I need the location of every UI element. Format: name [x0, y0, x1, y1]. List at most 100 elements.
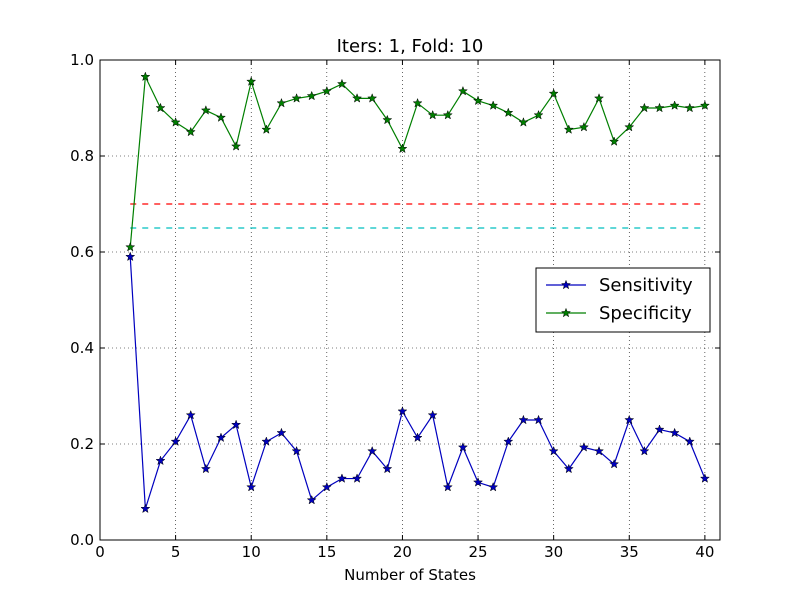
data-point	[639, 102, 650, 113]
data-point	[321, 85, 332, 96]
data-point	[231, 141, 242, 151]
data-point	[276, 427, 287, 438]
data-point	[684, 102, 695, 113]
y-tick-label: 0.8	[70, 147, 94, 165]
y-tick-label: 1.0	[70, 51, 94, 69]
data-point	[563, 463, 574, 474]
data-point	[639, 445, 650, 456]
data-point	[185, 409, 196, 420]
data-point	[457, 442, 468, 452]
x-tick-label: 35	[620, 543, 639, 561]
data-point	[261, 436, 272, 446]
data-point	[291, 445, 302, 456]
data-point	[170, 117, 181, 127]
data-point	[548, 445, 559, 456]
series-sensitivity	[125, 251, 710, 514]
legend-box	[535, 267, 711, 333]
x-tick-label: 20	[393, 543, 412, 561]
data-point	[321, 481, 332, 492]
data-point	[427, 409, 438, 420]
data-point	[669, 100, 680, 110]
data-point	[503, 436, 514, 446]
data-point	[276, 97, 287, 108]
data-point	[427, 109, 438, 120]
series-specificity	[125, 71, 710, 252]
data-point	[125, 251, 136, 262]
data-point	[624, 414, 635, 425]
data-point	[488, 100, 499, 110]
data-point	[155, 455, 166, 466]
data-point	[291, 93, 302, 103]
data-point	[593, 445, 605, 456]
data-point	[246, 76, 257, 86]
x-tick-label: 0	[95, 543, 105, 561]
data-point	[699, 100, 710, 110]
legend-marker	[560, 279, 572, 290]
data-point	[457, 85, 468, 96]
data-point	[382, 463, 393, 474]
axis-ticks: 0 5 10 15 20 25 30 35 40 0.0 0.2 0.4 0.6 0.8 1.0	[70, 51, 720, 561]
data-point	[306, 494, 317, 505]
data-point	[699, 473, 710, 483]
data-point	[609, 458, 620, 469]
data-point	[548, 88, 559, 98]
data-point	[518, 117, 529, 127]
data-point	[246, 481, 257, 492]
legend: Sensitivity Specificity	[535, 267, 711, 333]
legend-item-sensitivity: Sensitivity	[546, 275, 693, 296]
grid-lines	[100, 60, 720, 540]
data-point	[336, 78, 348, 89]
chart-title: Iters: 1, Fold: 10	[337, 36, 484, 57]
x-tick-label: 15	[317, 543, 336, 561]
plot-frame	[99, 59, 721, 541]
data-point	[472, 477, 484, 487]
data-point	[442, 481, 453, 492]
data-point	[654, 102, 665, 113]
data-point	[155, 102, 166, 113]
legend-label: Sensitivity	[599, 275, 693, 296]
legend-label: Specificity	[599, 303, 692, 324]
x-tick-label: 40	[695, 543, 714, 561]
data-point	[140, 503, 151, 514]
data-point	[654, 424, 665, 434]
data-point	[578, 442, 589, 452]
x-tick-label: 5	[171, 543, 181, 561]
data-point	[367, 93, 378, 103]
data-point	[185, 126, 196, 137]
data-point	[367, 445, 378, 456]
data-point	[352, 473, 363, 483]
data-point	[140, 71, 151, 82]
x-axis-label: Number of States	[344, 566, 476, 584]
data-point	[215, 112, 227, 122]
legend-marker	[560, 307, 572, 318]
data-point	[397, 406, 408, 416]
data-point	[593, 93, 605, 103]
data-point	[231, 419, 242, 430]
data-point	[382, 114, 393, 125]
data-point	[170, 436, 181, 446]
data-point	[306, 90, 317, 101]
data-point	[609, 136, 620, 146]
data-point	[533, 109, 544, 120]
data-point	[397, 143, 408, 154]
data-point	[412, 432, 423, 443]
y-tick-label: 0.0	[70, 531, 94, 549]
data-point	[215, 432, 227, 443]
data-point	[125, 241, 136, 252]
data-point	[624, 121, 635, 132]
x-tick-label: 10	[242, 543, 261, 561]
series-group	[125, 71, 710, 514]
y-tick-label: 0.2	[70, 435, 94, 453]
data-point	[352, 93, 363, 103]
x-tick-label: 25	[469, 543, 488, 561]
data-point	[578, 121, 589, 132]
data-point	[518, 414, 529, 425]
data-point	[563, 124, 574, 134]
data-point	[336, 473, 348, 483]
data-point	[684, 436, 695, 446]
data-point	[261, 124, 272, 134]
data-point	[412, 97, 423, 108]
data-point	[200, 105, 211, 115]
data-point	[200, 463, 211, 474]
